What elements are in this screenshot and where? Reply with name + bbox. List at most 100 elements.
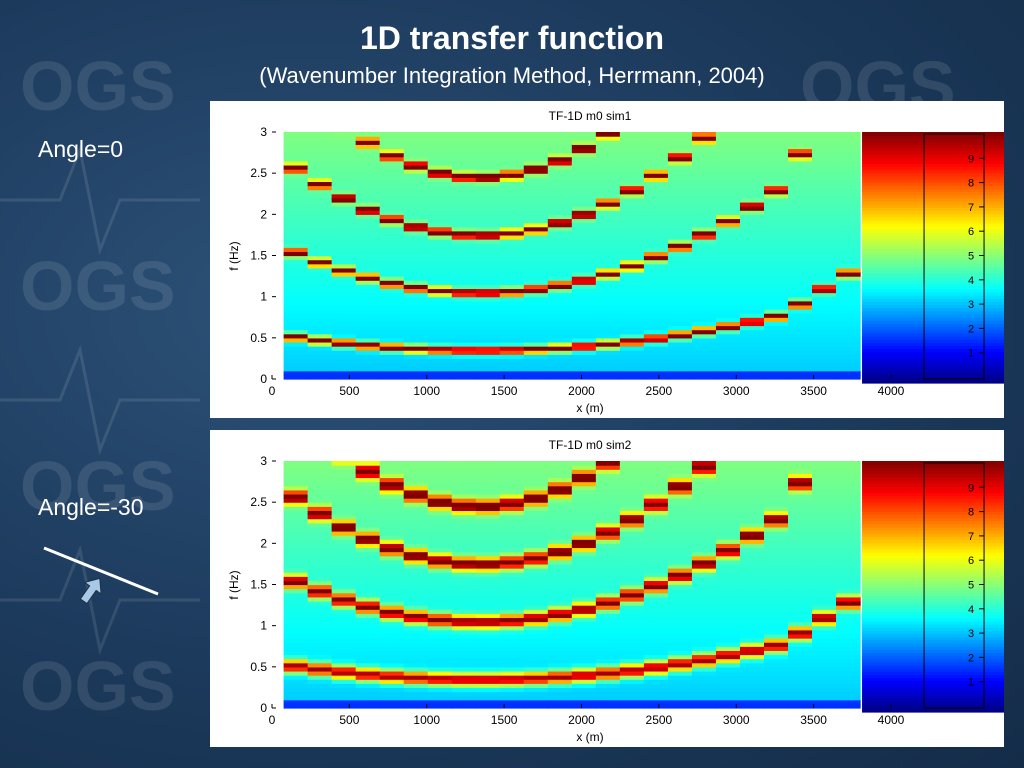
heatmap-cell xyxy=(331,333,357,339)
heatmap-cell xyxy=(283,144,309,150)
heatmap-cell xyxy=(643,530,669,536)
heatmap-cell xyxy=(571,477,597,483)
heatmap-cell xyxy=(571,576,597,581)
heatmap-cell xyxy=(715,638,741,643)
heatmap-cell xyxy=(812,214,837,220)
heatmap-cell xyxy=(403,625,429,631)
heatmap-cell xyxy=(595,173,621,178)
x-tick-label: 2500 xyxy=(646,384,673,398)
heatmap-cell xyxy=(595,666,621,672)
heatmap-cell xyxy=(619,551,645,557)
heatmap-cell xyxy=(307,514,333,520)
heatmap-cell xyxy=(355,563,381,569)
heatmap-cell xyxy=(451,489,477,495)
heatmap-cell xyxy=(451,621,477,627)
heatmap-cell xyxy=(331,288,357,294)
heatmap-cell xyxy=(523,201,549,207)
y-axis-label: f (Hz) xyxy=(227,241,241,270)
heatmap-cell xyxy=(475,271,501,277)
heatmap-cell xyxy=(836,543,861,549)
heatmap-cell xyxy=(475,214,501,220)
heatmap-cell xyxy=(787,201,813,207)
heatmap-cell xyxy=(355,169,381,174)
heatmap-cell xyxy=(475,691,501,697)
heatmap-cell xyxy=(547,136,573,141)
heatmap-cell xyxy=(379,148,405,154)
heatmap-cell xyxy=(619,625,645,631)
heatmap-cell xyxy=(331,555,357,561)
colorbar-segment xyxy=(862,514,1004,519)
heatmap-cell xyxy=(547,547,573,553)
heatmap-cell xyxy=(379,230,405,236)
heatmap-cell xyxy=(523,514,549,520)
heatmap-cell xyxy=(283,284,309,290)
heatmap-cell xyxy=(523,670,549,676)
heatmap-cell xyxy=(499,469,525,474)
colorbar-segment xyxy=(862,611,1004,616)
heatmap-cell xyxy=(763,247,789,252)
heatmap-cell xyxy=(307,156,333,162)
heatmap-cell xyxy=(451,502,477,507)
heatmap-cell xyxy=(427,506,453,511)
heatmap-cell xyxy=(331,646,357,651)
heatmap-cell xyxy=(475,255,501,261)
heatmap-cell xyxy=(787,522,813,528)
heatmap-cell xyxy=(787,177,813,182)
heatmap-cell xyxy=(595,325,621,331)
heatmap-cell xyxy=(427,584,453,590)
heatmap-cell xyxy=(475,683,501,689)
heatmap-cell xyxy=(739,621,765,627)
heatmap-cell xyxy=(619,485,645,491)
heatmap-cell xyxy=(523,239,549,244)
heatmap-cell xyxy=(643,584,669,590)
heatmap-cell xyxy=(451,374,477,380)
heatmap-cell xyxy=(475,276,501,281)
heatmap-cell xyxy=(475,559,501,565)
heatmap-cell xyxy=(355,642,381,647)
heatmap-cell xyxy=(812,666,837,672)
heatmap-cell xyxy=(643,461,669,466)
heatmap-cell xyxy=(643,132,669,137)
heatmap-cell xyxy=(307,506,333,511)
heatmap-cell xyxy=(836,136,861,141)
heatmap-cell xyxy=(355,654,381,660)
heatmap-cell xyxy=(836,588,861,594)
heatmap-cell xyxy=(667,140,693,145)
heatmap-cell xyxy=(763,605,789,610)
heatmap-cell xyxy=(475,473,501,479)
heatmap-cell xyxy=(451,650,477,656)
heatmap-cell xyxy=(379,650,405,656)
colorbar-tick-label: 2 xyxy=(968,652,974,664)
heatmap-cell xyxy=(739,481,765,487)
heatmap-cell xyxy=(571,605,597,610)
colorbar-segment xyxy=(862,335,1004,340)
colorbar-segment xyxy=(862,605,1004,610)
heatmap-cell xyxy=(595,309,621,314)
heatmap-cell xyxy=(812,613,837,619)
heatmap-cell xyxy=(331,613,357,619)
heatmap-cell xyxy=(427,185,453,191)
heatmap-cell xyxy=(787,543,813,549)
heatmap-cell xyxy=(379,164,405,170)
heatmap-cell xyxy=(836,473,861,479)
heatmap-cell xyxy=(451,535,477,540)
heatmap-cell xyxy=(379,313,405,318)
heatmap-cell xyxy=(307,230,333,236)
heatmap-cell xyxy=(763,251,789,257)
heatmap-cell xyxy=(379,617,405,623)
heatmap-cell xyxy=(643,214,669,220)
heatmap-cell xyxy=(643,280,669,285)
heatmap-cell xyxy=(475,699,501,705)
colorbar-segment xyxy=(862,354,1004,359)
heatmap-cell xyxy=(307,177,333,182)
heatmap-cell xyxy=(451,600,477,606)
heatmap-cell xyxy=(379,568,405,573)
heatmap-cell xyxy=(355,650,381,656)
heatmap-cell xyxy=(523,617,549,623)
heatmap-cell xyxy=(715,313,741,318)
heatmap-cell xyxy=(595,346,621,351)
heatmap-cell xyxy=(643,662,669,668)
heatmap-cell xyxy=(715,317,741,322)
colorbar-segment xyxy=(862,204,1004,208)
heatmap-cell xyxy=(307,251,333,257)
